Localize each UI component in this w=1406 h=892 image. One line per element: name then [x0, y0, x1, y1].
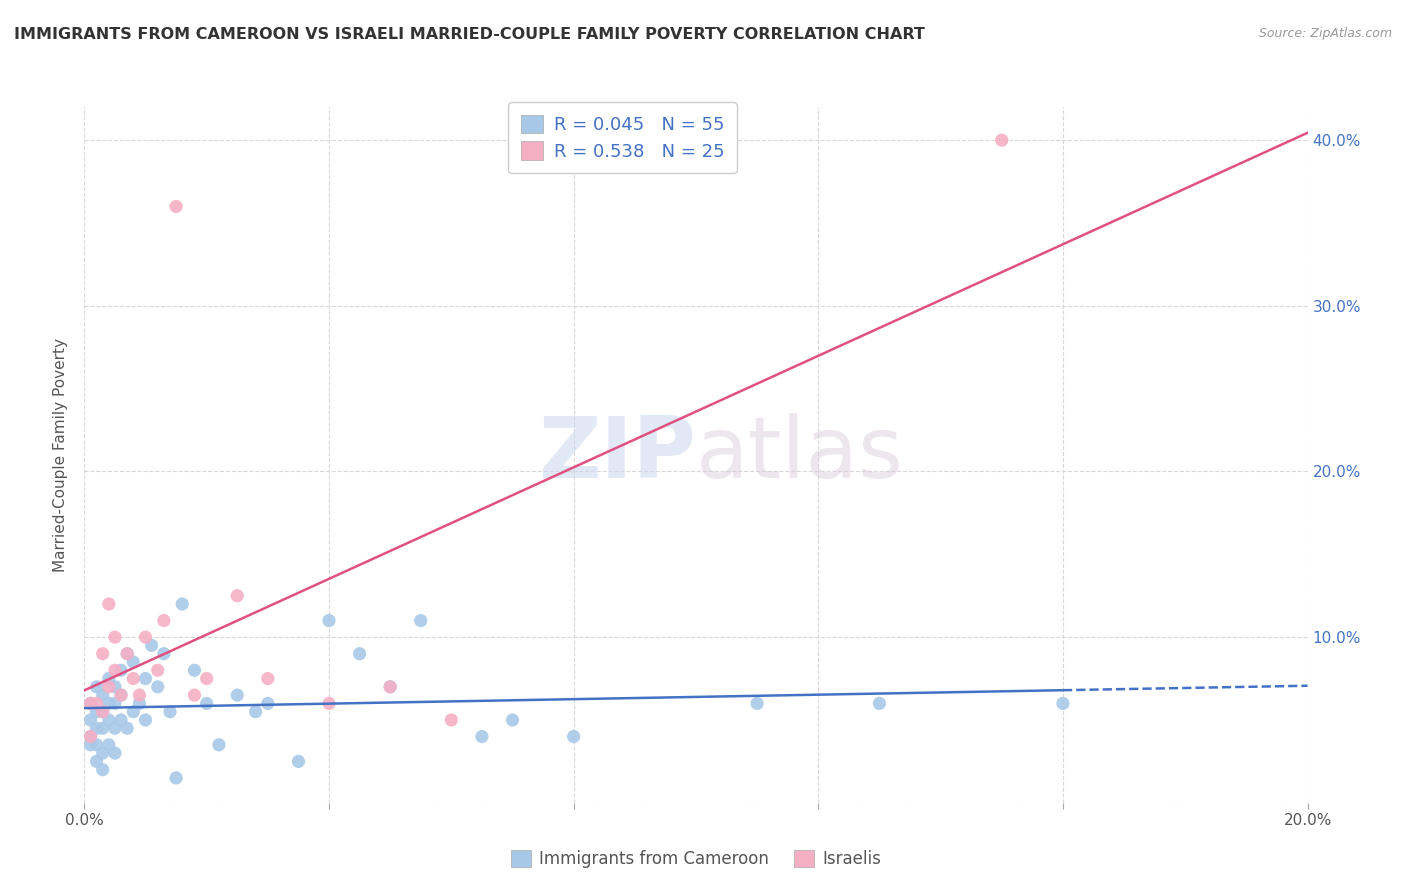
- Point: [97, 697, 120, 711]
- Point: [747, 697, 769, 711]
- Point: [172, 597, 194, 611]
- Text: IMMIGRANTS FROM CAMEROON VS ISRAELI MARRIED-COUPLE FAMILY POVERTY CORRELATION CH: IMMIGRANTS FROM CAMEROON VS ISRAELI MARR…: [14, 27, 925, 42]
- Point: [141, 639, 163, 653]
- Point: [146, 663, 169, 677]
- Point: [91, 705, 114, 719]
- Point: [153, 647, 176, 661]
- Point: [135, 713, 157, 727]
- Point: [183, 663, 205, 677]
- Point: [110, 688, 132, 702]
- Y-axis label: Married-Couple Family Poverty: Married-Couple Family Poverty: [53, 338, 69, 572]
- Point: [195, 697, 218, 711]
- Point: [153, 614, 176, 628]
- Point: [257, 672, 280, 686]
- Point: [86, 738, 108, 752]
- Point: [104, 697, 127, 711]
- Point: [380, 680, 402, 694]
- Point: [86, 705, 108, 719]
- Point: [226, 688, 249, 702]
- Point: [104, 746, 127, 760]
- Legend: Immigrants from Cameroon, Israelis: Immigrants from Cameroon, Israelis: [501, 839, 891, 878]
- Point: [79, 697, 101, 711]
- Point: [318, 697, 340, 711]
- Point: [349, 647, 371, 661]
- Point: [135, 672, 157, 686]
- Point: [91, 647, 114, 661]
- Point: [257, 697, 280, 711]
- Point: [97, 713, 120, 727]
- Point: [165, 771, 187, 785]
- Point: [122, 672, 145, 686]
- Point: [128, 688, 150, 702]
- Point: [115, 647, 138, 661]
- Point: [86, 680, 108, 694]
- Point: [110, 713, 132, 727]
- Point: [79, 730, 101, 744]
- Point: [122, 655, 145, 669]
- Point: [104, 663, 127, 677]
- Point: [91, 705, 114, 719]
- Point: [104, 680, 127, 694]
- Point: [159, 705, 181, 719]
- Point: [79, 730, 101, 744]
- Point: [146, 680, 169, 694]
- Point: [110, 663, 132, 677]
- Point: [91, 763, 114, 777]
- Point: [122, 705, 145, 719]
- Point: [91, 721, 114, 735]
- Point: [86, 697, 108, 711]
- Point: [86, 721, 108, 735]
- Point: [1052, 697, 1074, 711]
- Point: [245, 705, 267, 719]
- Point: [869, 697, 891, 711]
- Point: [91, 688, 114, 702]
- Point: [318, 614, 340, 628]
- Point: [502, 713, 524, 727]
- Point: [115, 721, 138, 735]
- Point: [208, 738, 231, 752]
- Point: [165, 199, 187, 213]
- Text: ZIP: ZIP: [538, 413, 696, 497]
- Point: [86, 755, 108, 769]
- Point: [79, 697, 101, 711]
- Point: [226, 589, 249, 603]
- Point: [110, 688, 132, 702]
- Point: [135, 630, 157, 644]
- Point: [97, 597, 120, 611]
- Point: [183, 688, 205, 702]
- Point: [471, 730, 494, 744]
- Point: [562, 730, 585, 744]
- Point: [380, 680, 402, 694]
- Point: [79, 713, 101, 727]
- Point: [91, 746, 114, 760]
- Point: [104, 630, 127, 644]
- Point: [115, 647, 138, 661]
- Point: [128, 697, 150, 711]
- Point: [104, 721, 127, 735]
- Text: atlas: atlas: [696, 413, 904, 497]
- Point: [440, 713, 463, 727]
- Point: [195, 672, 218, 686]
- Point: [97, 738, 120, 752]
- Point: [79, 738, 101, 752]
- Text: Source: ZipAtlas.com: Source: ZipAtlas.com: [1258, 27, 1392, 40]
- Point: [991, 133, 1014, 147]
- Point: [409, 614, 432, 628]
- Point: [287, 755, 309, 769]
- Point: [97, 680, 120, 694]
- Point: [97, 672, 120, 686]
